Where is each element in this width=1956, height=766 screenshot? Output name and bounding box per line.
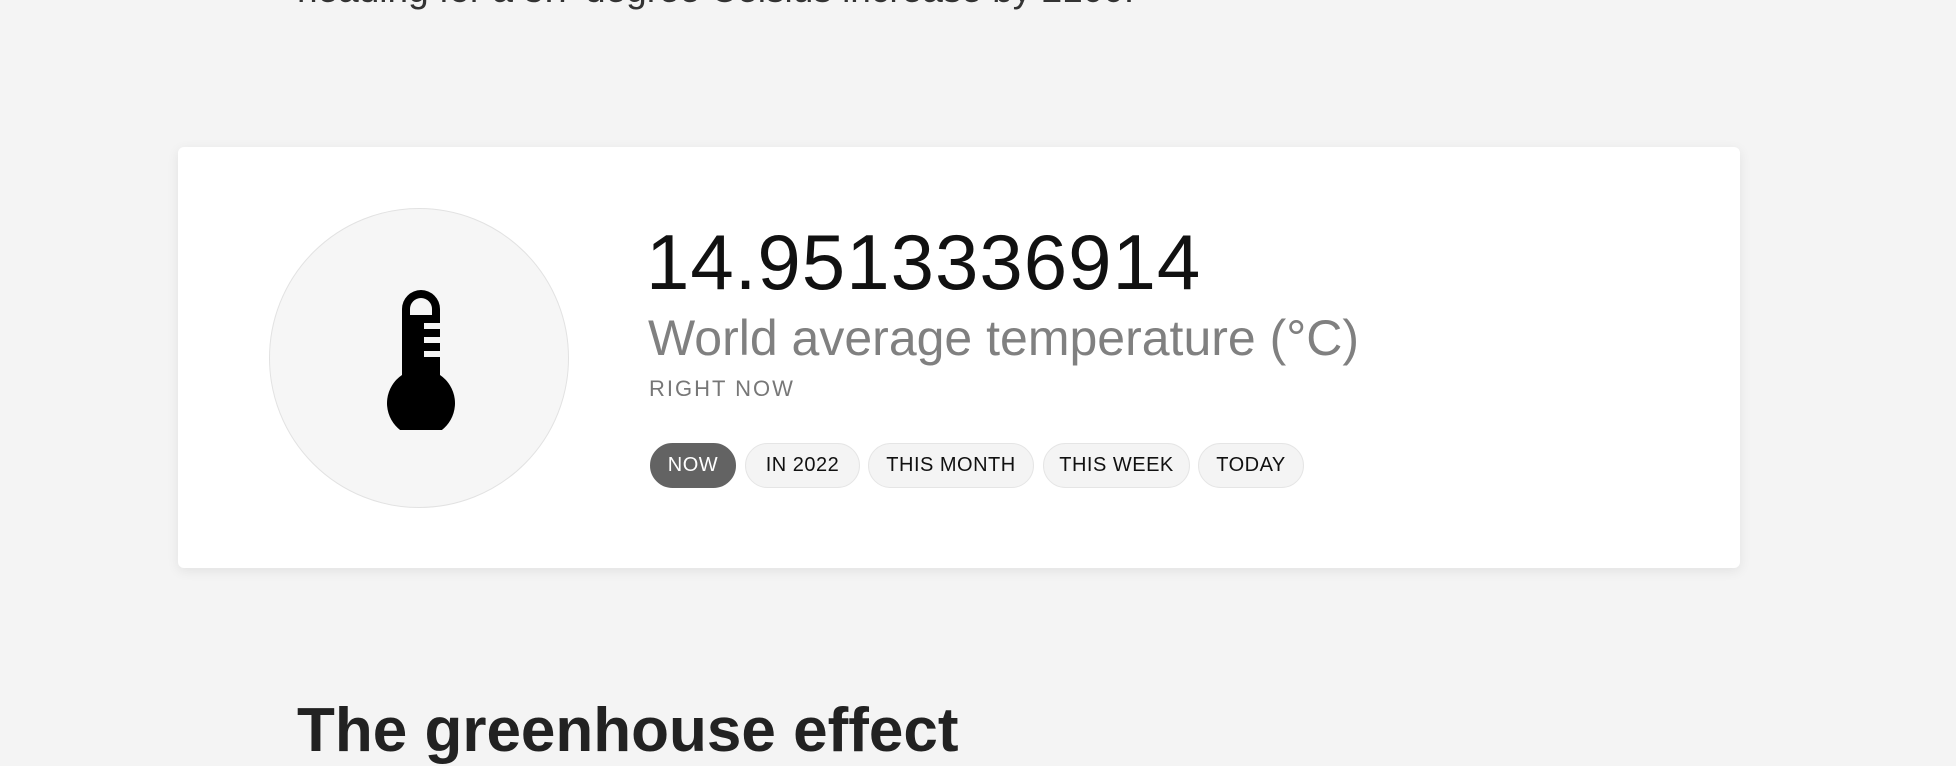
intro-text: heading for a 3.7 degree Celsius increas…: [297, 0, 1134, 10]
tab-button[interactable]: THIS MONTH: [868, 443, 1034, 488]
tab-button[interactable]: THIS WEEK: [1043, 443, 1190, 488]
thermometer-icon: [387, 290, 455, 430]
tab-button[interactable]: NOW: [650, 443, 736, 488]
temperature-value: 14.9513336914: [646, 218, 1202, 306]
period-label: RIGHT NOW: [649, 376, 795, 401]
tab-button[interactable]: IN 2022: [745, 443, 860, 488]
page: heading for a 3.7 degree Celsius increas…: [178, 0, 1740, 765]
value-label: World average temperature (°C): [648, 310, 1360, 366]
tab-button[interactable]: TODAY: [1198, 443, 1304, 488]
section-heading: The greenhouse effect: [297, 696, 959, 765]
